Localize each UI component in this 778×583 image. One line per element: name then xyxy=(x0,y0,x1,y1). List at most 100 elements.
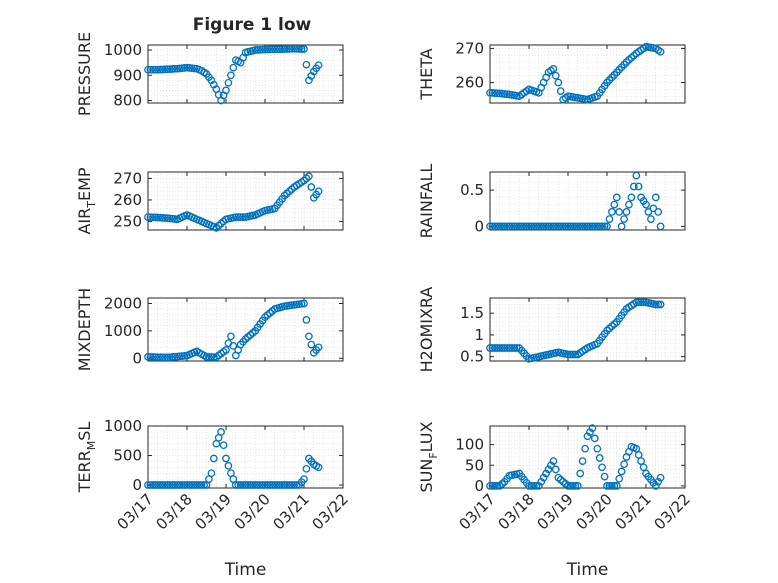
data-point xyxy=(527,482,536,490)
data-point xyxy=(588,222,597,231)
data-point xyxy=(581,222,589,231)
series-markers xyxy=(144,428,323,489)
data-point xyxy=(629,182,638,191)
data-point xyxy=(300,45,308,53)
panel-h2omixra: 0.5 1 1.5 H2OMIXRA xyxy=(417,287,686,373)
data-point xyxy=(149,65,157,74)
y-axis-label: AIRTEMP xyxy=(75,167,98,234)
data-point xyxy=(212,224,221,232)
data-point xyxy=(285,45,294,53)
data-point xyxy=(219,441,228,450)
data-point xyxy=(158,214,167,222)
data-point xyxy=(207,353,216,361)
data-point xyxy=(583,222,592,231)
data-point xyxy=(314,61,323,70)
data-point xyxy=(268,481,277,489)
data-point xyxy=(542,222,550,231)
data-point xyxy=(581,444,589,453)
data-point xyxy=(236,213,245,221)
data-point xyxy=(573,482,582,490)
data-point xyxy=(569,482,577,490)
data-point xyxy=(268,45,277,54)
data-point xyxy=(486,344,494,352)
data-point xyxy=(280,45,289,53)
data-point xyxy=(217,428,225,436)
data-point xyxy=(632,171,641,180)
y-axis-label: H2OMIXRA xyxy=(417,287,436,373)
data-point xyxy=(166,65,174,73)
data-point xyxy=(278,45,286,53)
data-point xyxy=(178,481,186,489)
axes-frame xyxy=(147,297,344,362)
axes-frame xyxy=(147,44,344,104)
data-point xyxy=(493,89,502,98)
data-point xyxy=(564,222,572,231)
data-point xyxy=(156,65,165,74)
x-tick-label: 03/17 xyxy=(114,490,157,533)
y-tick-label: 0.5 xyxy=(460,348,484,366)
data-point xyxy=(656,47,665,56)
data-point xyxy=(551,71,560,80)
data-point xyxy=(549,457,558,465)
data-point xyxy=(556,87,565,95)
x-tick-label: 03/22 xyxy=(309,490,352,533)
data-point xyxy=(649,204,658,213)
series-markers xyxy=(144,172,323,232)
data-point xyxy=(500,344,509,352)
series-markers xyxy=(144,299,323,362)
panel-mixdepth: 0 1000 2000 MIXDEPTH xyxy=(75,288,344,371)
x-tick-label: 03/19 xyxy=(192,490,235,533)
data-point xyxy=(285,481,294,489)
x-tick-label: 03/20 xyxy=(231,490,274,533)
data-point xyxy=(292,44,301,53)
data-point xyxy=(610,200,619,209)
series-markers xyxy=(144,44,323,105)
data-point xyxy=(498,344,507,352)
data-point xyxy=(576,469,585,478)
data-point xyxy=(576,222,585,231)
data-point xyxy=(307,183,316,191)
data-point xyxy=(586,222,594,231)
y-tick-label: 50 xyxy=(465,456,484,474)
data-point xyxy=(283,45,291,53)
data-point xyxy=(156,481,165,489)
data-point xyxy=(654,208,663,216)
y-tick-label: 800 xyxy=(113,91,142,109)
data-point xyxy=(534,482,543,490)
data-point xyxy=(151,481,160,489)
data-point xyxy=(190,64,199,73)
data-point xyxy=(491,222,499,231)
data-point xyxy=(647,215,655,223)
data-point xyxy=(495,344,504,352)
data-point xyxy=(569,222,577,231)
x-tick-label: 03/18 xyxy=(153,490,196,533)
data-point xyxy=(593,222,602,231)
data-point xyxy=(566,482,575,490)
data-point xyxy=(314,187,323,196)
data-point xyxy=(620,460,628,469)
data-point xyxy=(608,482,616,490)
data-point xyxy=(170,352,179,361)
data-point xyxy=(564,350,572,359)
data-point xyxy=(302,316,311,324)
panel-air_temp: 250 260 270 AIRTEMP xyxy=(75,167,344,235)
data-point xyxy=(588,424,597,432)
data-point xyxy=(600,222,609,231)
data-point xyxy=(244,481,252,489)
data-point xyxy=(498,222,507,231)
data-point xyxy=(231,213,240,221)
data-point xyxy=(270,481,279,489)
data-point xyxy=(300,176,308,185)
data-point xyxy=(605,482,614,490)
data-point xyxy=(261,481,269,489)
data-point xyxy=(656,473,665,482)
data-point xyxy=(593,444,602,453)
data-point xyxy=(275,481,284,489)
data-point xyxy=(544,465,553,474)
data-point xyxy=(634,298,643,307)
data-point xyxy=(542,469,550,478)
data-point xyxy=(158,481,167,489)
data-point xyxy=(290,481,299,489)
